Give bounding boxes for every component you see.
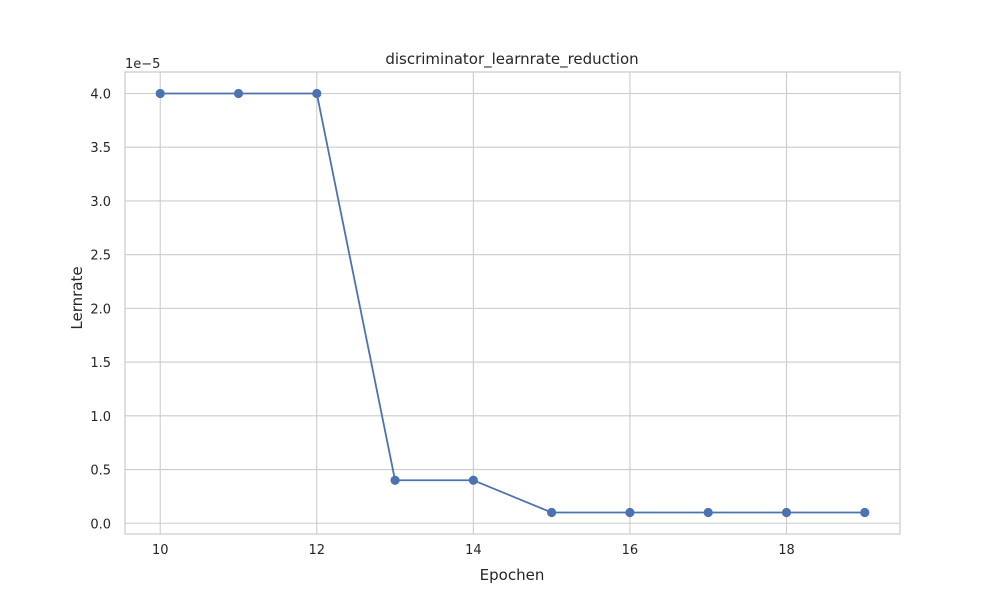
- x-tick-label: 12: [309, 543, 326, 558]
- y-tick-label: 2.5: [90, 249, 111, 264]
- data-point: [155, 88, 165, 99]
- data-point: [390, 475, 400, 485]
- chart-title: discriminator_learnrate_reduction: [385, 50, 638, 69]
- data-point: [781, 507, 792, 518]
- y-tick-label: 3.0: [90, 195, 111, 210]
- data-point: [625, 507, 635, 518]
- data-point: [468, 475, 478, 485]
- y-tick-label: 4.0: [90, 87, 111, 102]
- data-point: [547, 507, 557, 518]
- plot-area-frame: [124, 71, 901, 535]
- x-tick-label: 18: [778, 543, 795, 558]
- y-axis-title: Lernrate: [68, 266, 86, 329]
- x-tick-label: 16: [622, 543, 639, 558]
- series-line: [160, 92, 865, 514]
- series-layer: [155, 88, 870, 518]
- y-tick-label: 0.0: [90, 517, 111, 532]
- y-tick-label: 1.5: [90, 356, 111, 371]
- data-point: [703, 507, 713, 518]
- data-point: [233, 88, 244, 99]
- x-axis-ticks: 10 12 14 16 18: [152, 543, 795, 558]
- x-tick-label: 10: [152, 543, 169, 558]
- y-tick-label: 2.0: [90, 302, 111, 317]
- x-axis-title: Epochen: [480, 566, 545, 584]
- y-axis-ticks: 0.0 0.5 1.0 1.5 2.0 2.5 3.0 3.5 4.0: [90, 87, 111, 532]
- y-tick-label: 3.5: [90, 141, 111, 156]
- y-tick-label: 1.0: [90, 410, 111, 425]
- y-axis-offset-label: 1e−5: [125, 57, 160, 72]
- grid-lines: [125, 72, 900, 534]
- data-point: [860, 507, 870, 518]
- data-point: [312, 88, 322, 99]
- x-tick-label: 14: [465, 543, 482, 558]
- y-tick-label: 0.5: [90, 464, 111, 479]
